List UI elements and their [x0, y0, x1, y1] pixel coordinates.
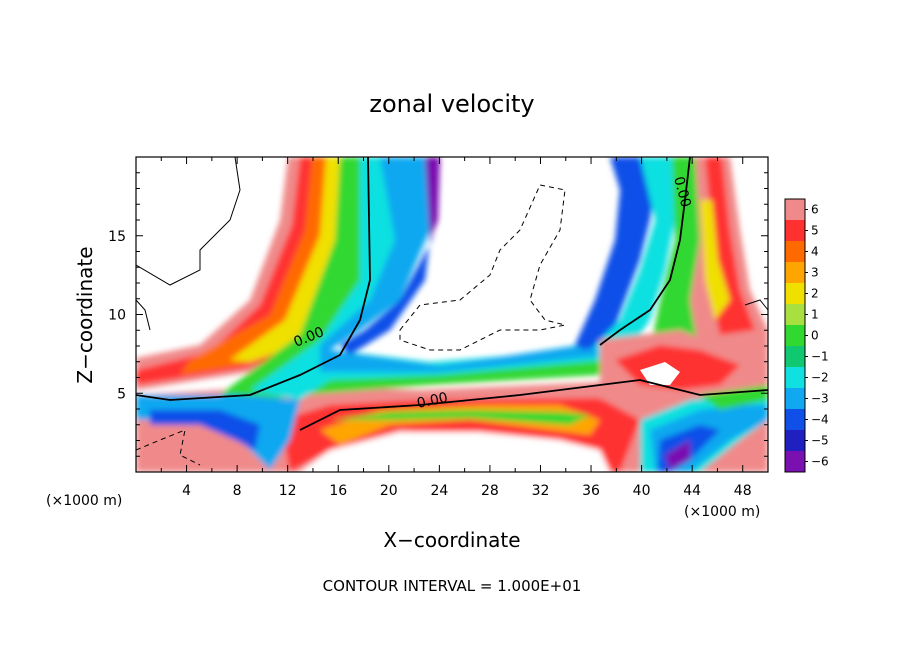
x-axis-label: X−coordinate	[383, 528, 520, 552]
colorbar-label: 4	[811, 245, 819, 259]
lower-left-darkblue	[150, 410, 260, 450]
colorbar-swatch	[785, 451, 805, 473]
lower-layer-green	[330, 410, 590, 425]
x-tick-label: 16	[329, 483, 347, 499]
x-tick-label: 20	[380, 483, 398, 499]
x-tick-label: 12	[279, 483, 297, 499]
contour-label: 0.00	[670, 175, 694, 209]
x-axis: 4 8 12 16 20 24 28 32 36 40 44 48	[160, 157, 752, 499]
colorbar-label: −2	[811, 371, 829, 385]
x-tick-label: 8	[233, 483, 242, 499]
contour-zero-lower	[299, 379, 768, 431]
x-tick-label: 24	[430, 483, 448, 499]
colorbar-label: 3	[811, 266, 819, 280]
colorbar-swatch	[785, 430, 805, 452]
colorbar-label: 1	[811, 308, 819, 322]
contour-interval-note: CONTOUR INTERVAL = 1.000E+01	[323, 577, 582, 595]
central-blue	[320, 157, 615, 372]
colorbar-swatch	[785, 325, 805, 347]
y-axis-label: Z−coordinate	[73, 246, 97, 383]
x-unit-left: (×1000 m)	[46, 493, 122, 509]
white-hole-east	[640, 362, 680, 385]
east-jet-yellow	[700, 200, 730, 320]
contour-zero-main	[136, 157, 371, 401]
lower-right-purple	[665, 440, 690, 470]
west-jet-cyan	[250, 157, 615, 400]
colorbar-label: −6	[811, 455, 829, 469]
x-unit-right: (×1000 m)	[684, 504, 760, 520]
colorbar-swatch	[785, 262, 805, 284]
colorbar-swatch	[785, 409, 805, 431]
colorbar-label: −3	[811, 392, 829, 406]
contour-left-mid	[136, 299, 151, 331]
colorbar-swatch	[785, 388, 805, 410]
x-tick-label: 4	[182, 483, 191, 499]
colorbar-swatch	[785, 346, 805, 368]
colorbar-swatch	[785, 304, 805, 326]
colorbar-label: 5	[811, 224, 819, 238]
x-tick-label: 48	[734, 483, 752, 499]
colorbar-label: −1	[811, 350, 829, 364]
contour-dashed-center	[399, 184, 566, 351]
chart-title: zonal velocity	[369, 90, 534, 118]
contour-right-small	[744, 299, 768, 311]
east-band-darkblue	[575, 157, 660, 350]
x-tick-label: 44	[683, 483, 701, 499]
colorbar-swatch	[785, 199, 805, 221]
colorbar-label: −4	[811, 413, 829, 427]
x-tick-label: 36	[582, 483, 600, 499]
velocity-field	[136, 157, 768, 472]
y-tick-label: 10	[108, 308, 126, 324]
west-jet-green	[200, 157, 610, 410]
colorbar-label: 0	[811, 329, 819, 343]
y-tick-label: 5	[117, 386, 126, 402]
central-purple	[425, 157, 440, 240]
colorbar-swatch	[785, 220, 805, 242]
colorbar-swatch	[785, 367, 805, 389]
colorbar-swatch	[785, 283, 805, 305]
y-axis: 5 10 15	[108, 172, 768, 457]
bottom-white-pocket	[300, 432, 610, 472]
colorbar-swatch	[785, 241, 805, 263]
colorbar-label: 2	[811, 287, 819, 301]
x-tick-label: 40	[633, 483, 651, 499]
contour-lower-dashed	[136, 429, 201, 466]
x-tick-label: 28	[481, 483, 499, 499]
contour-label: 0.00	[416, 390, 450, 412]
contour-upper-left	[136, 157, 241, 286]
colorbar-label: −5	[811, 434, 829, 448]
colorbar-label: 6	[811, 203, 819, 217]
colorbar: 6 5 4 3 2 1 0 −1 −2 −3 −4 −5 −6	[784, 198, 829, 473]
x-tick-label: 32	[532, 483, 550, 499]
contour-zero-east	[599, 157, 691, 346]
y-tick-label: 15	[108, 229, 126, 245]
east-band-cyan	[595, 157, 680, 360]
central-darkblue	[340, 157, 440, 355]
